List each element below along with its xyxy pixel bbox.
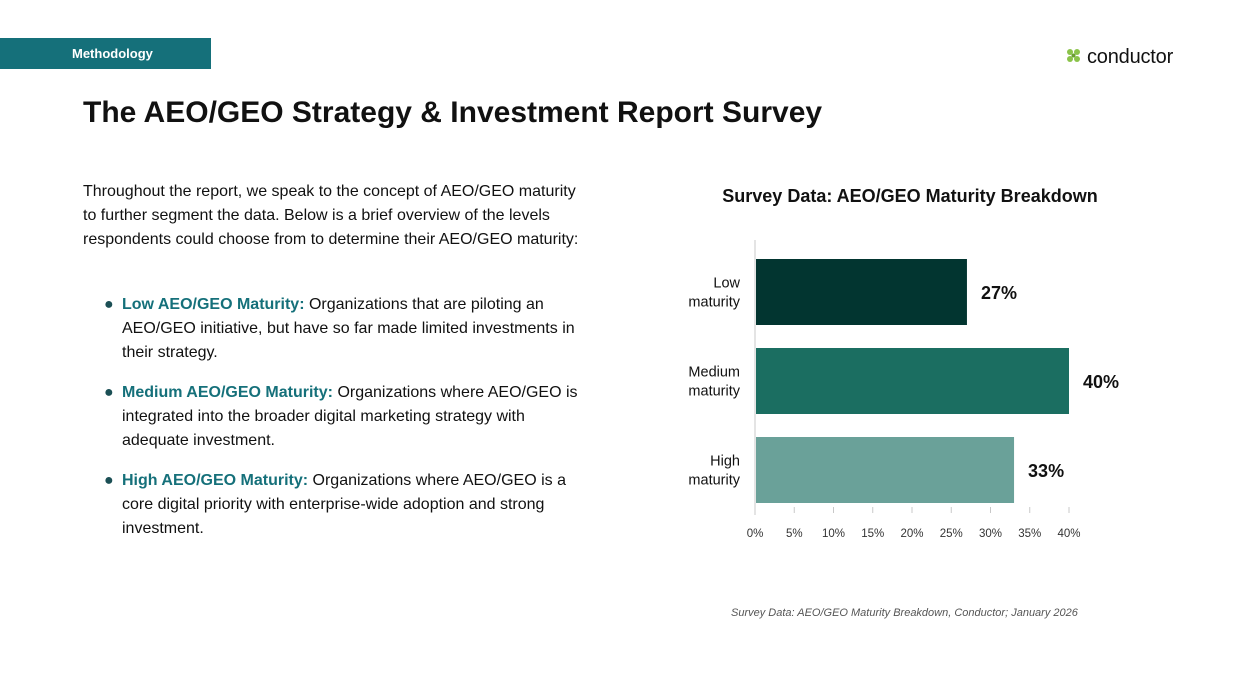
source-note: Survey Data: AEO/GEO Maturity Breakdown,… (731, 607, 1078, 619)
bar-medium (756, 348, 1069, 414)
level-term: Low AEO/GEO Maturity: (122, 296, 305, 313)
x-tick-label: 10% (822, 528, 845, 540)
category-label: maturity (688, 384, 740, 400)
intro-paragraph: Throughout the report, we speak to the c… (83, 183, 579, 248)
chart-title: Survey Data: AEO/GEO Maturity Breakdown (722, 186, 1098, 206)
x-tick-label: 0% (747, 528, 764, 540)
x-tick-label: 20% (900, 528, 923, 540)
maturity-level-medium: ● Medium AEO/GEO Maturity: Organizations… (104, 381, 594, 453)
maturity-level-list: ● Low AEO/GEO Maturity: Organizations th… (104, 293, 594, 557)
x-tick-label: 5% (786, 528, 803, 540)
conductor-logo-icon (1067, 49, 1080, 62)
bar-value-label: 40% (1083, 372, 1119, 392)
x-tick-label: 15% (861, 528, 884, 540)
bar-low (756, 259, 967, 325)
section-tag: Methodology (0, 38, 211, 69)
maturity-bar-chart: 27% Low maturity 40% Medium maturity 33% High ma… (688, 240, 1119, 540)
page-title: The AEO/GEO Strategy & Investment Report… (83, 96, 823, 129)
conductor-logo: conductor (1066, 45, 1173, 69)
bar-high (756, 437, 1015, 503)
logo-text: conductor (1087, 45, 1174, 68)
bullet-icon: ● (104, 472, 114, 489)
category-label: Low (713, 276, 740, 292)
bar-value-label: 27% (981, 283, 1017, 303)
bullet-icon: ● (104, 384, 114, 401)
category-label: High (710, 454, 740, 470)
maturity-level-low: ● Low AEO/GEO Maturity: Organizations th… (104, 293, 594, 365)
maturity-level-high: ● High AEO/GEO Maturity: Organizations w… (104, 469, 594, 541)
category-label: maturity (688, 295, 740, 311)
level-description: Organizations where AEO/GEO is integrate… (122, 384, 578, 449)
category-label: maturity (688, 473, 740, 489)
level-term: High AEO/GEO Maturity: (122, 472, 309, 489)
bar-value-label: 33% (1028, 461, 1064, 481)
x-tick-label: 25% (940, 528, 963, 540)
category-label: Medium (688, 365, 740, 381)
x-tick-label: 40% (1057, 528, 1080, 540)
level-term: Medium AEO/GEO Maturity: (122, 384, 333, 401)
x-tick-label: 35% (1018, 528, 1041, 540)
x-tick-label: 30% (979, 528, 1002, 540)
level-description: Organizations that are piloting an AEO/G… (122, 296, 575, 361)
bullet-icon: ● (104, 296, 114, 313)
level-description: Organizations where AEO/GEO is a core di… (122, 472, 566, 537)
